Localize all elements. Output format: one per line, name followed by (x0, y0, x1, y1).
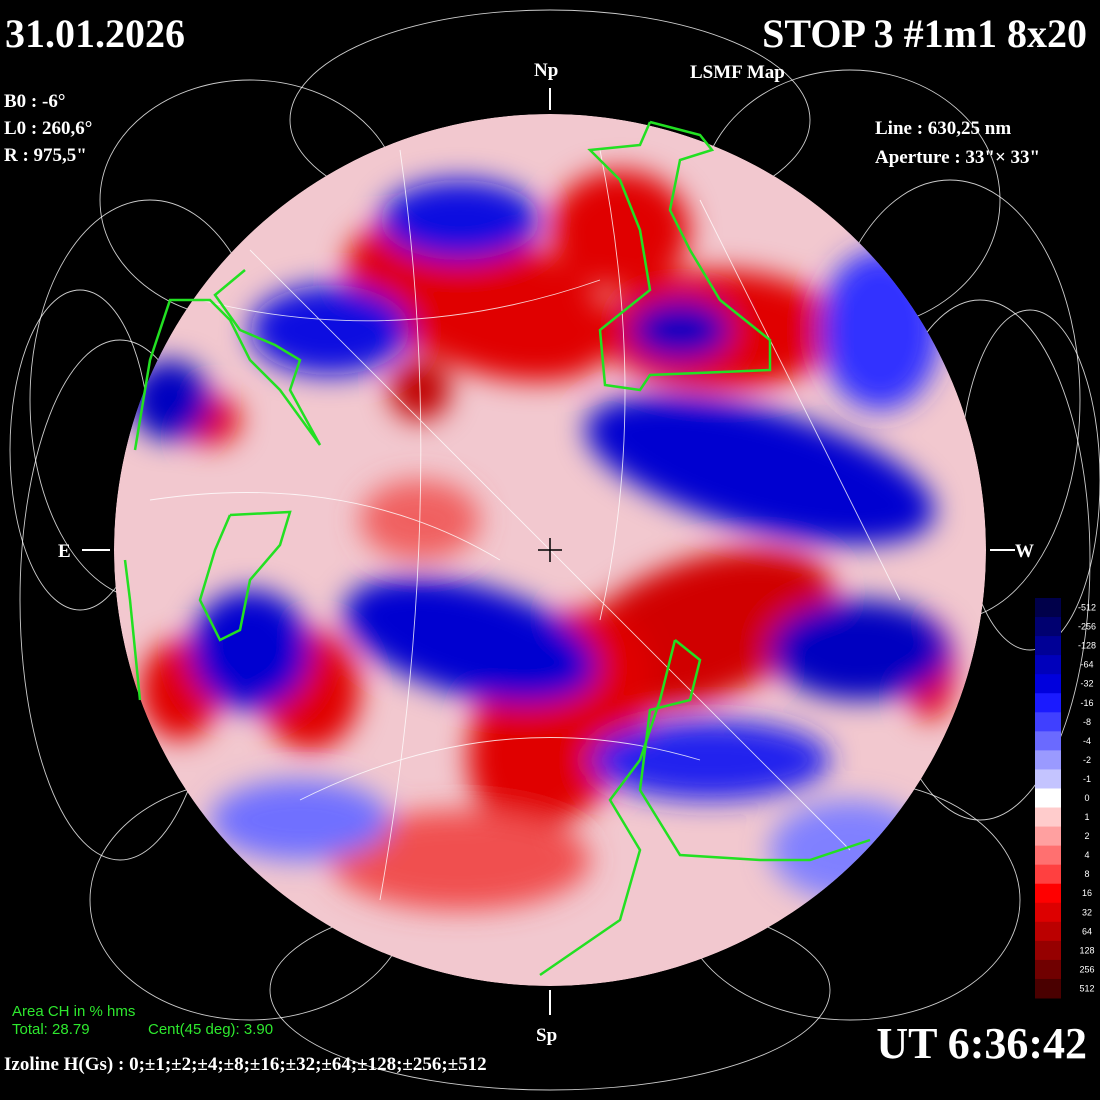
markers (538, 538, 562, 562)
east-label: E (58, 541, 71, 562)
colorbar-label: -256 (1078, 622, 1096, 632)
colorbar-label: 128 (1079, 945, 1094, 955)
colorbar-band (1035, 826, 1061, 847)
colorbar: -512 -256 -128 -64 -32 -16 -8 -4 -2 -1 0 1 2 4 8 16 32 64… (1035, 598, 1096, 999)
l0: L0 : 260,6° (4, 118, 92, 139)
colorbar-band (1035, 674, 1061, 694)
colorbar-band (1035, 693, 1061, 713)
colorbar-label: -2 (1083, 755, 1091, 765)
colorbar-band (1035, 807, 1061, 828)
colorbar-label: -64 (1080, 660, 1093, 670)
colorbar-label: 64 (1082, 926, 1092, 936)
date: 31.01.2026 (5, 11, 185, 56)
colorbar-band (1035, 617, 1061, 637)
colorbar-label: 16 (1082, 888, 1092, 898)
colorbar-label: 1 (1084, 812, 1089, 822)
colorbar-band (1035, 731, 1061, 751)
colorbar-label: -8 (1083, 717, 1091, 727)
colorbar-label: -32 (1080, 679, 1093, 689)
colorbar-band (1035, 598, 1061, 618)
colorbar-band (1035, 750, 1061, 770)
ch-central: Cent(45 deg): 3.90 (148, 1021, 273, 1038)
ch-heading: Area CH in % hms (12, 1003, 135, 1020)
colorbar-band (1035, 636, 1061, 656)
colorbar-band (1035, 769, 1061, 789)
colorbar-label: -1 (1083, 774, 1091, 784)
south-label: Sp (536, 1025, 557, 1046)
colorbar-label: 2 (1084, 831, 1089, 841)
ch-total: Total: 28.79 (12, 1021, 90, 1038)
radius: R : 975,5" (4, 145, 87, 166)
colorbar-band (1035, 845, 1061, 866)
colorbar-label: -128 (1078, 641, 1096, 651)
colorbar-label: 512 (1079, 983, 1094, 993)
north-label: Np (534, 60, 558, 81)
title: STOP 3 #1m1 8x20 (762, 11, 1087, 56)
axis-ticks (82, 88, 1015, 1015)
time: UT 6:36:42 (876, 1019, 1087, 1068)
colorbar-label: 256 (1079, 964, 1094, 974)
colorbar-band (1035, 902, 1061, 923)
colorbar-band (1035, 864, 1061, 885)
colorbar-label: -4 (1083, 736, 1091, 746)
map-type: LSMF Map (690, 62, 785, 83)
isolines: Izoline H(Gs) : 0;±1;±2;±4;±8;±16;±32;±6… (4, 1054, 487, 1075)
colorbar-label: -512 (1078, 603, 1096, 613)
coronal-hole-contours (123, 120, 871, 977)
colorbar-band (1035, 940, 1061, 961)
colorbar-band (1035, 921, 1061, 942)
aperture: Aperture : 33"× 33" (875, 147, 1040, 168)
b0: B0 : -6° (4, 91, 65, 112)
colorbar-band (1035, 959, 1061, 980)
line: Line : 630,25 nm (875, 118, 1011, 139)
colorbar-band (1035, 883, 1061, 904)
colorbar-band (1035, 788, 1061, 809)
colorbar-label: 32 (1082, 907, 1092, 917)
colorbar-label: -16 (1080, 698, 1093, 708)
colorbar-label: 4 (1084, 850, 1089, 860)
colorbar-band (1035, 978, 1061, 999)
colorbar-band (1035, 655, 1061, 675)
colorbar-label: 8 (1084, 869, 1089, 879)
colorbar-band (1035, 712, 1061, 732)
west-label: W (1015, 541, 1034, 562)
colorbar-label: 0 (1084, 793, 1089, 803)
